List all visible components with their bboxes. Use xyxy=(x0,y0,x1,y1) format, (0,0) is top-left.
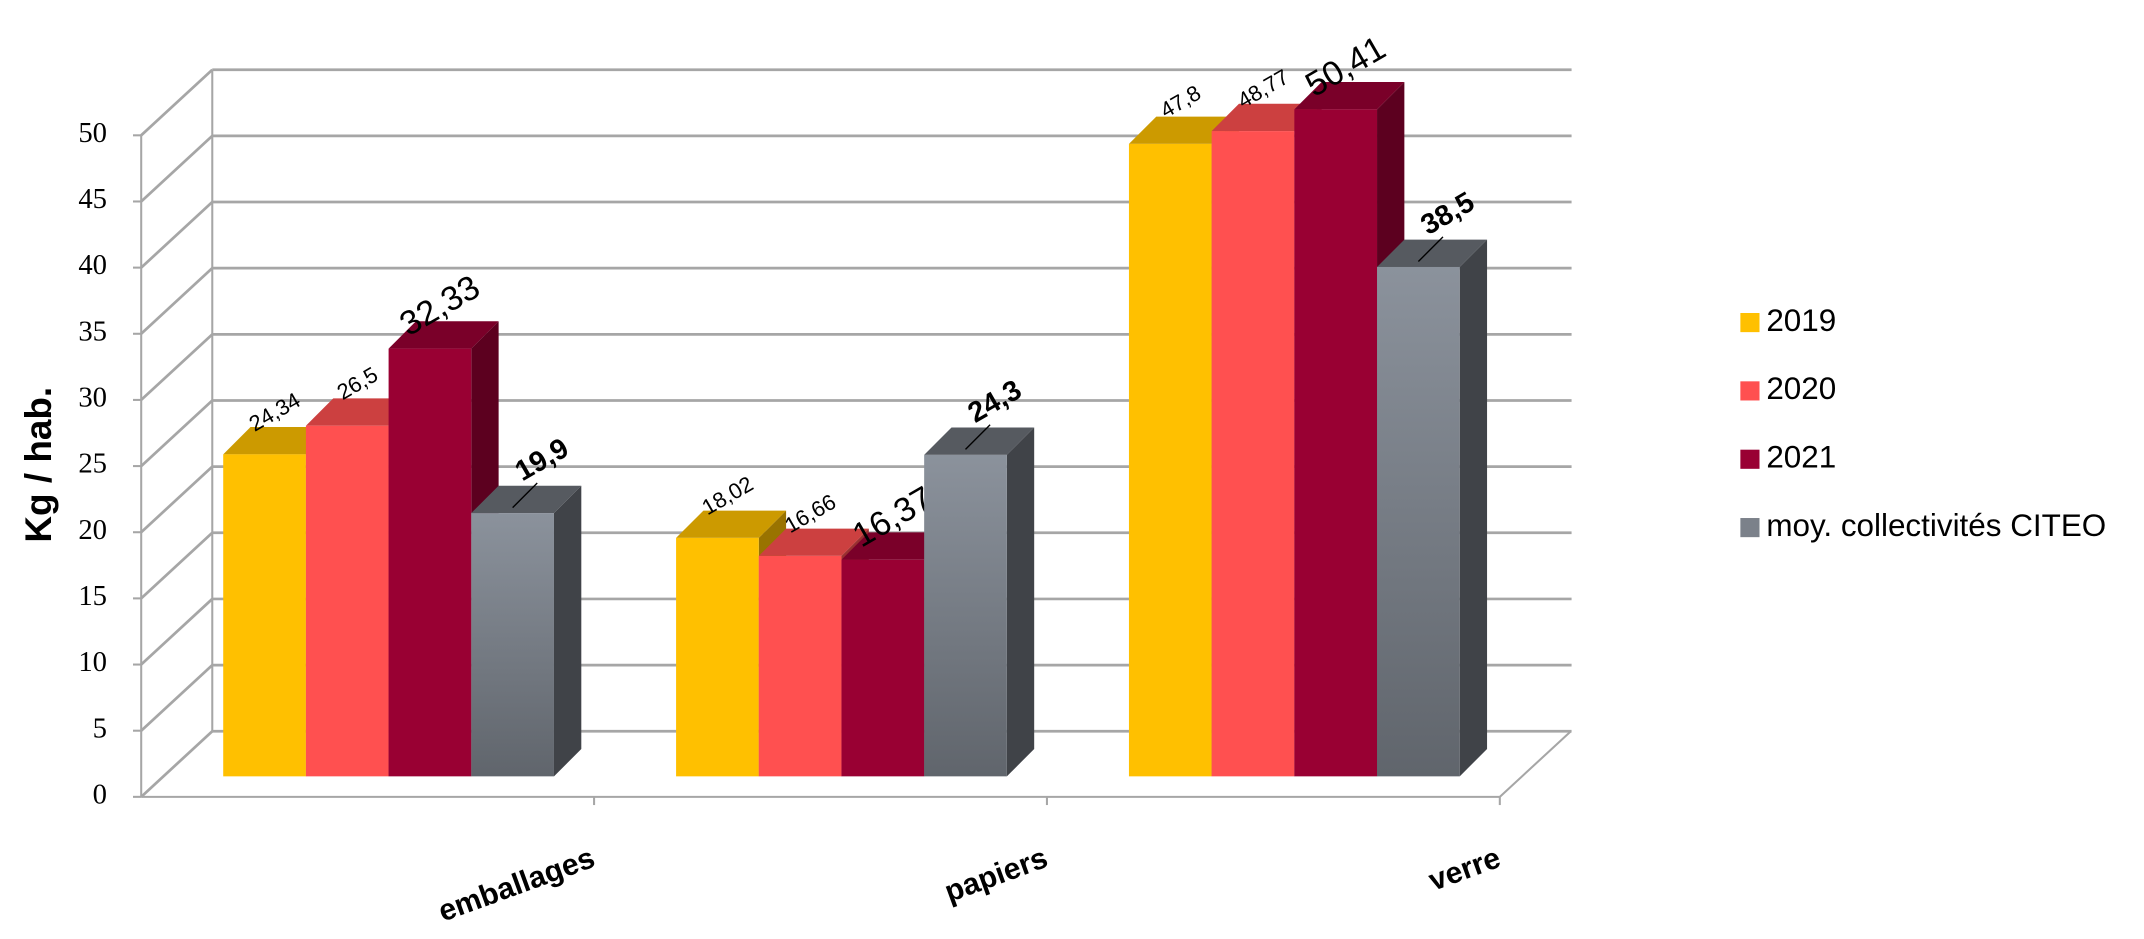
leader-line xyxy=(965,424,991,450)
bar-top xyxy=(758,528,869,556)
bar xyxy=(758,555,842,777)
grid-line-side xyxy=(140,664,214,732)
bar-top xyxy=(305,398,416,426)
legend-label: moy. collectivités CITEO xyxy=(1766,508,2106,543)
x-tick-label: verre xyxy=(1425,841,1505,897)
bar xyxy=(1211,131,1295,777)
bar-top xyxy=(924,427,1035,455)
y-tick-label: 15 xyxy=(78,580,107,612)
bar xyxy=(388,348,472,777)
bar xyxy=(841,559,925,777)
y-tick-label: 30 xyxy=(78,382,107,414)
bar xyxy=(223,454,306,777)
bar xyxy=(676,537,759,777)
leader-line xyxy=(512,482,538,509)
floor-edge xyxy=(1499,730,1572,798)
bar xyxy=(1377,266,1460,777)
legend-swatch xyxy=(1740,313,1760,333)
grid-line-side xyxy=(140,531,214,600)
x-tick-label: emballages xyxy=(434,841,599,928)
bar-top xyxy=(1377,239,1488,267)
grid-line-side xyxy=(140,68,214,137)
value-label: 38,5 xyxy=(1416,186,1480,242)
bar xyxy=(924,454,1007,777)
grid-line-side xyxy=(140,201,214,269)
value-label: 26,5 xyxy=(333,362,382,405)
y-tick-label: 25 xyxy=(78,448,107,480)
legend-swatch xyxy=(1740,449,1760,469)
bar-top xyxy=(676,510,787,538)
legend-label: 2019 xyxy=(1766,303,1836,338)
y-tick-label: 10 xyxy=(78,646,107,678)
grid-line-side xyxy=(140,267,214,335)
y-tick-label: 5 xyxy=(93,712,107,744)
y-axis-label: Kg / hab. xyxy=(18,387,59,543)
y-tick-label: 35 xyxy=(78,315,107,347)
grid-line-side xyxy=(140,134,214,203)
legend-label: 2020 xyxy=(1766,371,1836,406)
grid-line-side xyxy=(140,597,214,666)
bar-top xyxy=(1294,82,1405,110)
bar-top xyxy=(1128,116,1239,144)
bar-side xyxy=(1006,427,1035,777)
bar xyxy=(1128,143,1212,777)
y-tick-label: 40 xyxy=(78,249,107,281)
bar-top xyxy=(1211,103,1322,132)
bar-top xyxy=(388,321,499,349)
legend-swatch xyxy=(1740,381,1760,401)
value-label: 19,9 xyxy=(510,432,574,488)
bar-side xyxy=(553,485,582,777)
bar-side xyxy=(1459,239,1488,777)
bar-top xyxy=(471,485,582,514)
grid-line-side xyxy=(140,399,214,468)
bar xyxy=(305,425,389,777)
legend-swatch xyxy=(1740,518,1760,538)
value-label: 47,8 xyxy=(1156,80,1205,123)
bar-top xyxy=(223,426,334,455)
y-tick-label: 0 xyxy=(93,778,107,810)
grid-line-side xyxy=(140,465,214,534)
y-tick-label: 20 xyxy=(78,514,107,546)
bar xyxy=(1294,109,1378,777)
legend-label: 2021 xyxy=(1766,440,1836,475)
grid-line-side xyxy=(140,333,214,401)
bar xyxy=(471,513,554,777)
leader-line xyxy=(1417,236,1444,262)
y-tick-label: 45 xyxy=(78,183,107,215)
value-label: 24,3 xyxy=(963,374,1027,430)
bar-top xyxy=(841,532,952,560)
x-tick-label: papiers xyxy=(940,841,1052,909)
grid-line-side xyxy=(140,730,214,798)
y-tick-label: 50 xyxy=(78,117,107,149)
